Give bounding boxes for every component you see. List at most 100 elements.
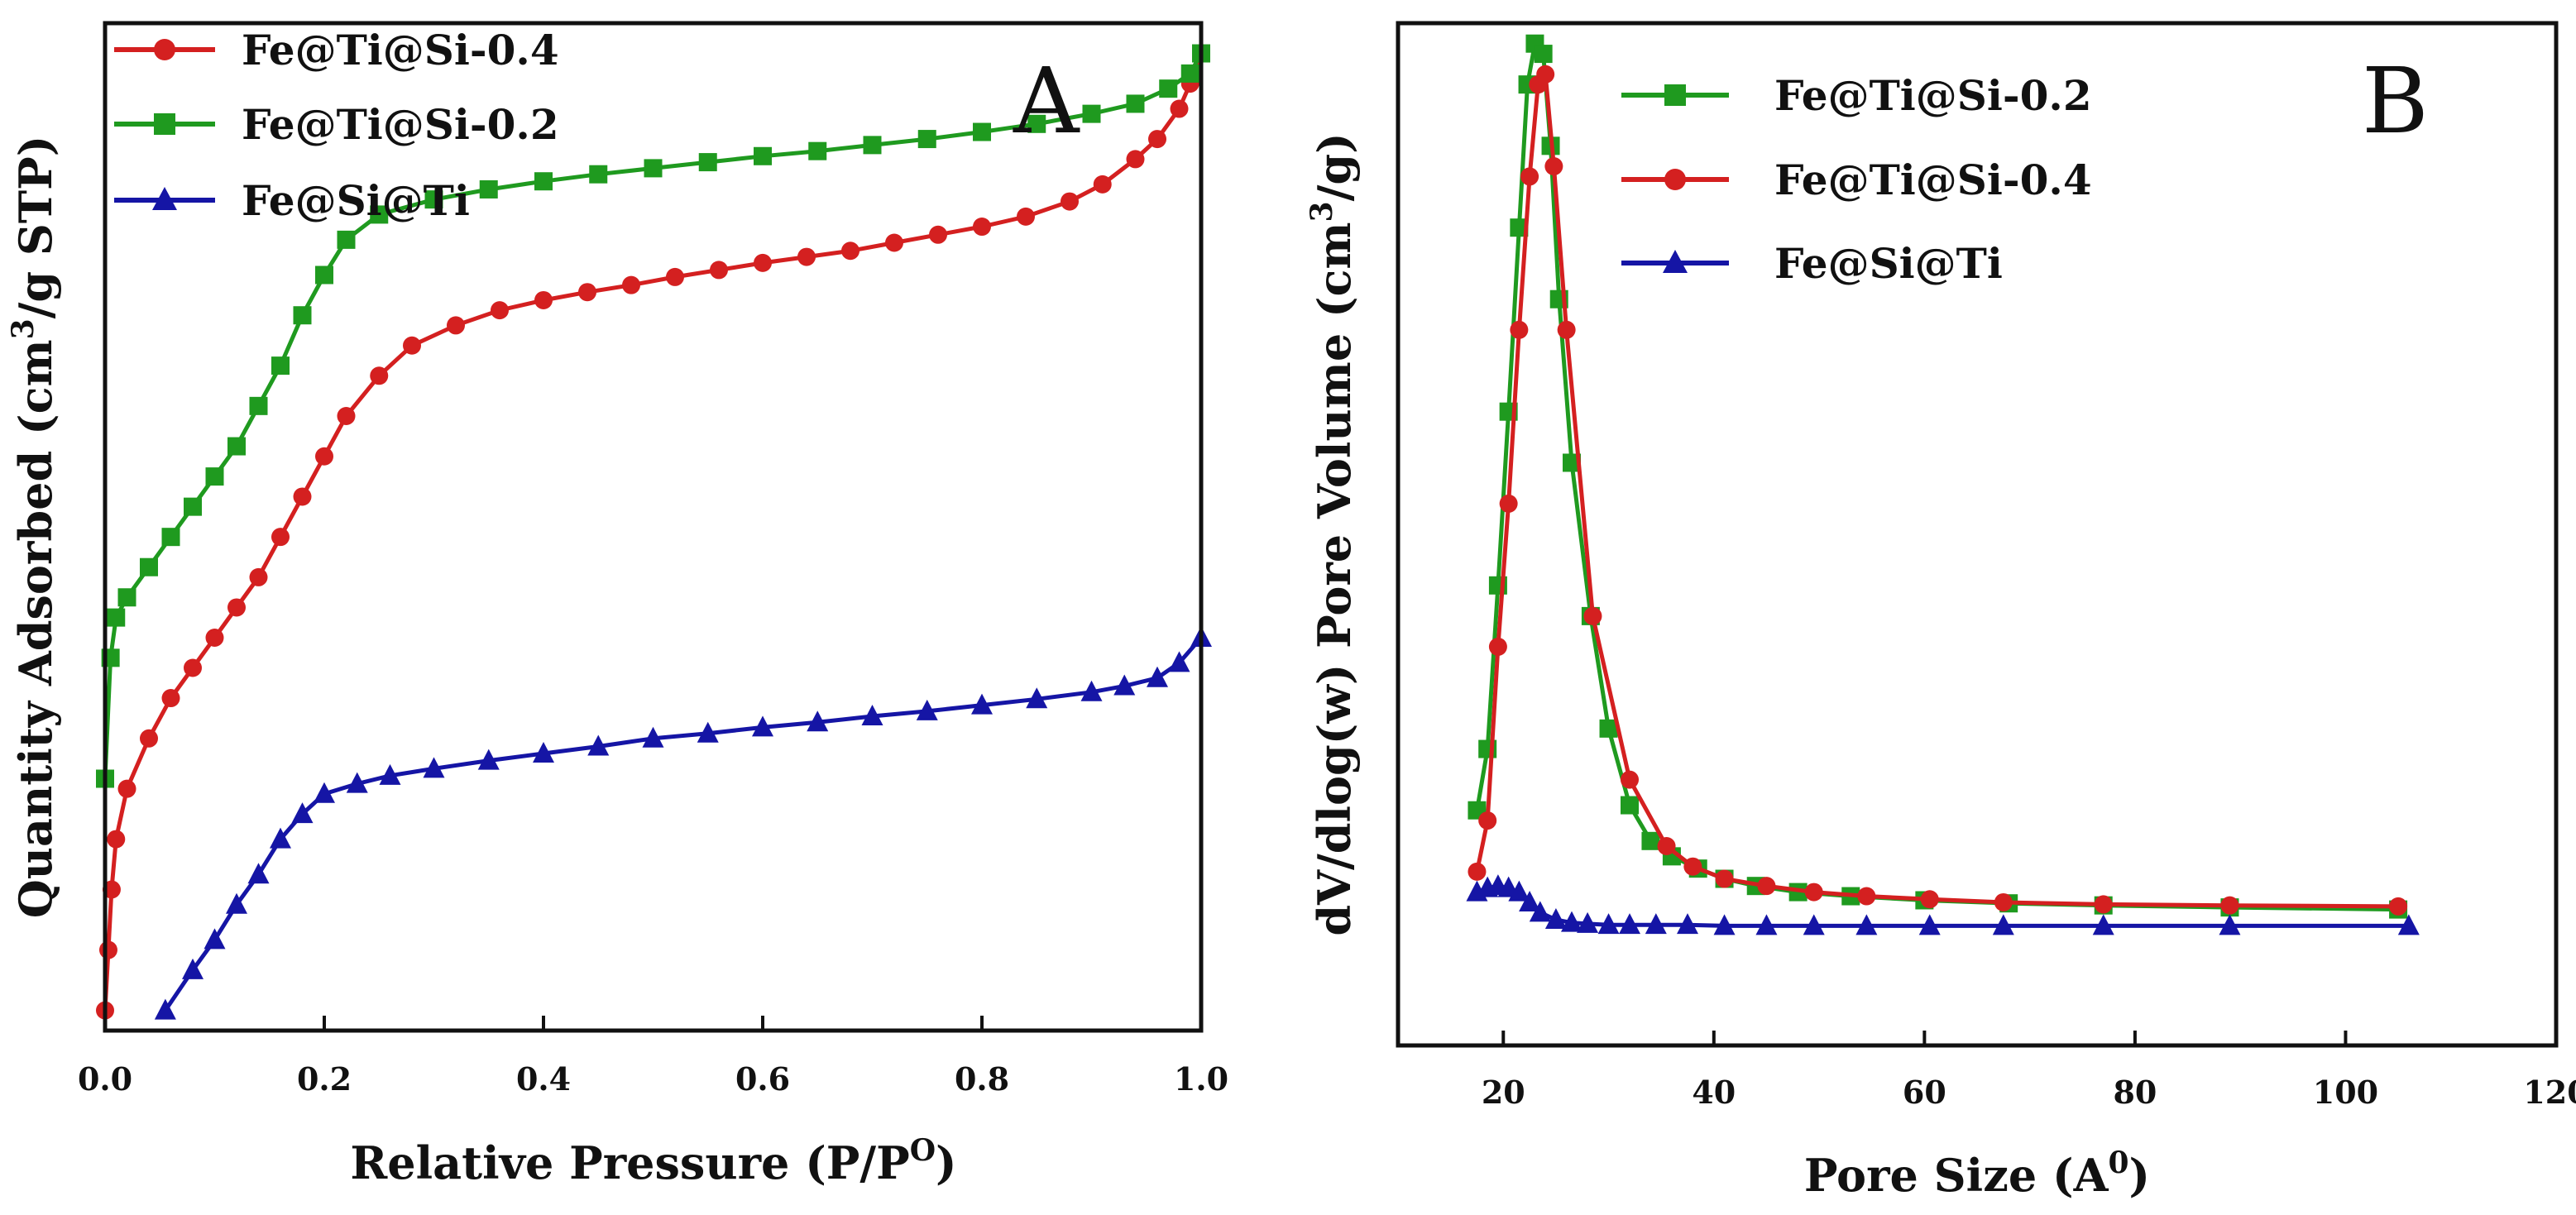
panel-a-series-1-point bbox=[205, 628, 224, 647]
panel-a-series-2-point bbox=[205, 467, 224, 486]
panel-a-series-3-point bbox=[1080, 680, 1103, 701]
panel-a-series-1-point bbox=[885, 233, 903, 252]
panel-b-series-2-point bbox=[1544, 157, 1563, 176]
panel-b-legend-marker-2 bbox=[1664, 169, 1686, 190]
panel-b-legend-marker-1 bbox=[1664, 84, 1686, 106]
panel-a-series-3-point bbox=[1147, 666, 1168, 687]
panel-a-legend-entry-1: Fe@Ti@Si-0.4 bbox=[114, 26, 559, 74]
panel-b-series-3-point bbox=[1508, 880, 1530, 902]
panel-b-legend-label-2: Fe@Ti@Si-0.4 bbox=[1774, 155, 2092, 204]
panel-b-series-3-point bbox=[1855, 914, 1878, 935]
panel-a-series-1-point bbox=[107, 830, 126, 849]
panel-a-legend-marker-2 bbox=[154, 113, 175, 135]
panel-a-series-2-point bbox=[370, 205, 389, 224]
panel-a-series-2-point bbox=[227, 437, 246, 456]
panel-b-series-3-point bbox=[1561, 911, 1582, 932]
panel-a-series-1-point bbox=[140, 729, 158, 748]
panel-a-series-1-point bbox=[1126, 150, 1145, 169]
panel-b-series-3-point bbox=[1544, 907, 1567, 929]
panel-a-series-3-point bbox=[587, 734, 610, 756]
panel-a-series-2-point bbox=[140, 557, 158, 576]
panel-b-x-axis-title: Pore Size (A0) bbox=[1804, 1146, 2150, 1202]
panel-a-series-1-point bbox=[491, 301, 509, 320]
panel-a-series-2-point bbox=[1180, 64, 1199, 83]
panel-a-series-2-point bbox=[644, 159, 663, 178]
panel-a-series-3-point bbox=[270, 827, 291, 849]
panel-a-series-1-point bbox=[249, 567, 268, 586]
panel-a-series-2-point bbox=[1082, 104, 1101, 123]
panel-b-x-tick-label: 40 bbox=[1692, 1074, 1736, 1111]
panel-a-series-3-point bbox=[752, 715, 773, 737]
panel-a-series-2-point bbox=[973, 122, 991, 141]
panel-a-series-1-point bbox=[117, 779, 136, 798]
panel-a-x-tick-label: 0.0 bbox=[78, 1060, 132, 1098]
panel-a-series-1-point bbox=[370, 366, 389, 385]
panel-a-series-1-point bbox=[797, 247, 816, 266]
panel-a-plot-frame bbox=[103, 21, 1204, 1033]
panel-a-series-1-point bbox=[98, 940, 117, 959]
panel-a-adsorption-isotherm: 0.0 0.2 0.4 0.6 0.8 1.0 A Fe@Ti@Si-0.4 Fe@Ti@… bbox=[6, 21, 1228, 1189]
panel-a-series-2-point bbox=[863, 136, 882, 155]
panel-a-series-2-point bbox=[1027, 114, 1046, 133]
panel-a-legend-label-3: Fe@Si@Ti bbox=[242, 176, 470, 225]
panel-b-series-3-point bbox=[2397, 914, 2420, 935]
panel-b-series-2-point bbox=[1683, 857, 1702, 876]
panel-b-series-1-point bbox=[1510, 218, 1529, 237]
panel-b-series-2-point bbox=[1657, 836, 1676, 855]
panel-b-x-ticks: 20 40 60 80 100 120 bbox=[1482, 1031, 2576, 1111]
panel-a-series-3-point bbox=[1113, 674, 1136, 696]
panel-a-series-2-point bbox=[271, 356, 290, 376]
panel-b-series-3-point bbox=[1713, 914, 1736, 935]
panel-a-series-1-point bbox=[271, 528, 290, 547]
panel-b-series-2-point bbox=[1510, 320, 1529, 339]
panel-a-x-ticks: 0.0 0.2 0.4 0.6 0.8 1.0 bbox=[78, 1016, 1228, 1098]
panel-b-series-layer bbox=[1466, 34, 2420, 935]
panel-b-legend-entry-2: Fe@Ti@Si-0.4 bbox=[1621, 155, 2092, 204]
panel-a-x-axis-title: Relative Pressure (P/PO) bbox=[350, 1133, 956, 1189]
panel-a-legend-label-1: Fe@Ti@Si-0.4 bbox=[242, 26, 559, 74]
panel-a-series-2-point bbox=[1126, 94, 1145, 113]
panel-a-series-2-point bbox=[337, 230, 356, 249]
panel-b-series-2-point bbox=[2220, 896, 2239, 915]
panel-b-series-2-point bbox=[1520, 167, 1539, 186]
panel-b-y-axis-title: dV/dlog(w) Pore Volume (cm3/g) bbox=[1305, 132, 1361, 935]
panel-a-series-1-point bbox=[315, 447, 333, 466]
panel-a-series-1-point bbox=[1093, 175, 1112, 194]
panel-b-pore-size-distribution: 20 40 60 80 100 120 B Fe@Ti@Si-0.2 Fe@Ti@Si-0… bbox=[1305, 21, 2576, 1202]
panel-a-series-line-3 bbox=[163, 636, 1203, 1012]
panel-a-series-2-point bbox=[184, 497, 202, 516]
panel-a-legend: Fe@Ti@Si-0.4 Fe@Ti@Si-0.2 Fe@Si@Ti bbox=[114, 26, 559, 225]
panel-a-series-3-point bbox=[807, 710, 829, 732]
panel-a-series-2-point bbox=[534, 172, 553, 191]
panel-a-series-3-point bbox=[642, 726, 664, 748]
panel-a-x-tick-label: 0.2 bbox=[297, 1060, 352, 1098]
panel-b-series-3-point bbox=[1529, 901, 1551, 922]
panel-b-plot-frame bbox=[1396, 21, 2559, 1048]
panel-b-series-3-point bbox=[2092, 914, 2114, 935]
panel-a-series-3-point bbox=[346, 772, 368, 793]
panel-a-series-1-point bbox=[337, 407, 356, 426]
panel-b-series-3-point bbox=[1619, 913, 1640, 935]
panel-a-series-2-point bbox=[1159, 79, 1178, 98]
panel-a-x-tick-label: 0.4 bbox=[516, 1060, 571, 1098]
panel-b-series-3-point bbox=[1803, 914, 1825, 935]
panel-b-series-2-point bbox=[1468, 862, 1487, 881]
panel-a-series-1-point bbox=[578, 283, 596, 302]
panel-b-series-3-point bbox=[2219, 914, 2241, 935]
panel-a-series-2-point bbox=[698, 153, 717, 172]
panel-a-series-2-point bbox=[161, 528, 180, 547]
panel-a-legend-entry-3: Fe@Si@Ti bbox=[114, 176, 470, 225]
panel-b-series-3-point bbox=[1677, 913, 1698, 935]
panel-a-series-1-point bbox=[666, 267, 684, 286]
panel-a-x-tick-label: 1.0 bbox=[1174, 1060, 1228, 1098]
panel-a-series-3-point bbox=[971, 693, 993, 715]
panel-b-series-2-point bbox=[2389, 897, 2408, 916]
panel-b-x-tick-label: 20 bbox=[1482, 1074, 1525, 1111]
panel-a-series-3-point bbox=[1168, 651, 1190, 672]
panel-a-series-1-point bbox=[293, 487, 312, 506]
panel-a-series-3-point bbox=[291, 802, 314, 824]
panel-b-legend-label-3: Fe@Si@Ti bbox=[1774, 239, 2003, 288]
panel-b-legend-label-1: Fe@Ti@Si-0.2 bbox=[1774, 71, 2092, 120]
panel-b-series-2-point bbox=[1621, 770, 1639, 789]
panel-b-x-tick-label: 80 bbox=[2113, 1074, 2157, 1111]
